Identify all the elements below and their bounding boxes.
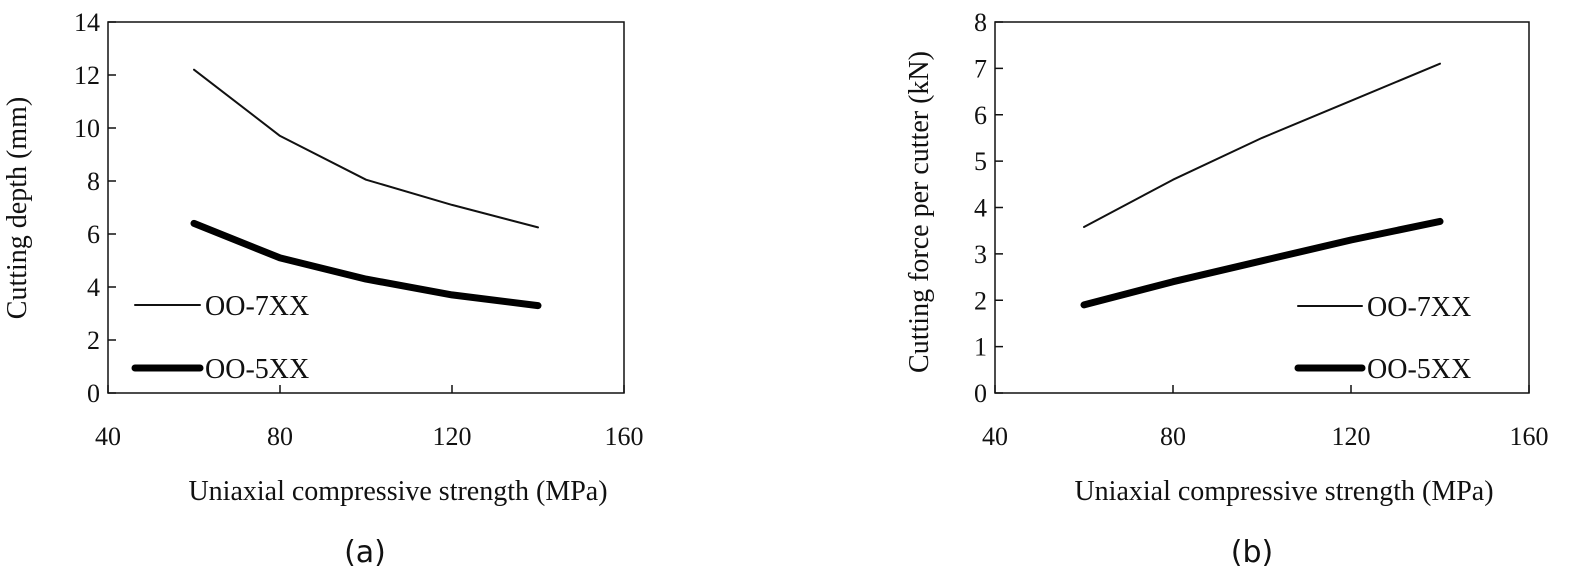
x-tick-label: 40 (95, 422, 121, 451)
x-tick-label: 120 (433, 422, 472, 451)
y-tick-label: 8 (87, 167, 100, 196)
chart-a-legend: OO-7XX OO-5XX (131, 291, 309, 385)
y-tick-label: 14 (74, 8, 100, 37)
x-tick-label: 80 (267, 422, 293, 451)
chart-a: 0 2 4 6 8 10 12 14 40 80 120 160 OO-7XX OO-5XX Unia… (2, 8, 644, 570)
chart-b: 0 1 2 3 4 5 6 7 8 40 80 120 160 OO-7XX OO-5XX Uniaxi… (904, 8, 1549, 570)
series-line-oo-7xx (1083, 62, 1441, 228)
y-tick-label: 4 (974, 194, 987, 223)
chart-b-x-axis-label: Uniaxial compressive strength (MPa) (1074, 476, 1493, 507)
series-line-oo-7xx (193, 68, 539, 229)
y-tick-label: 5 (974, 147, 987, 176)
chart-a-plot-frame (107, 21, 625, 394)
y-tick-label: 1 (974, 333, 987, 362)
chart-b-legend: OO-7XX OO-5XX (1294, 292, 1471, 385)
y-tick-label: 8 (974, 8, 987, 37)
chart-b-series (1080, 62, 1444, 309)
chart-b-x-ticks: 40 80 120 160 (982, 385, 1549, 451)
y-tick-label: 0 (974, 379, 987, 408)
legend-label: OO-7XX (205, 291, 309, 322)
y-tick-label: 4 (87, 273, 100, 302)
x-tick-label: 120 (1332, 422, 1371, 451)
y-tick-label: 6 (87, 220, 100, 249)
x-tick-label: 160 (605, 422, 644, 451)
chart-b-y-ticks: 0 1 2 3 4 5 6 7 8 (974, 8, 1003, 408)
chart-a-y-ticks: 0 2 4 6 8 10 12 14 (74, 8, 116, 408)
y-tick-label: 7 (974, 54, 987, 83)
x-tick-label: 80 (1160, 422, 1186, 451)
chart-a-y-axis-label: Cutting depth (mm) (2, 97, 33, 319)
legend-label: OO-5XX (1367, 354, 1471, 385)
y-tick-label: 3 (974, 240, 987, 269)
chart-a-x-ticks: 40 80 120 160 (95, 385, 644, 451)
y-tick-label: 12 (74, 61, 100, 90)
series-line-oo-5xx (190, 219, 542, 310)
y-tick-label: 10 (74, 114, 100, 143)
x-tick-label: 160 (1510, 422, 1549, 451)
legend-label: OO-5XX (205, 354, 309, 385)
chart-a-series (190, 68, 542, 310)
chart-a-panel-label: (a) (344, 535, 386, 570)
y-tick-label: 0 (87, 379, 100, 408)
y-tick-label: 6 (974, 101, 987, 130)
y-tick-label: 2 (974, 286, 987, 315)
chart-a-x-axis-label: Uniaxial compressive strength (MPa) (188, 476, 607, 507)
chart-b-panel-label: (b) (1231, 535, 1273, 570)
chart-b-plot-frame (994, 21, 1530, 394)
x-tick-label: 40 (982, 422, 1008, 451)
chart-b-y-axis-label: Cutting force per cutter (kN) (904, 51, 935, 373)
y-tick-label: 2 (87, 326, 100, 355)
series-line-oo-5xx (1080, 217, 1444, 309)
legend-label: OO-7XX (1367, 292, 1471, 323)
